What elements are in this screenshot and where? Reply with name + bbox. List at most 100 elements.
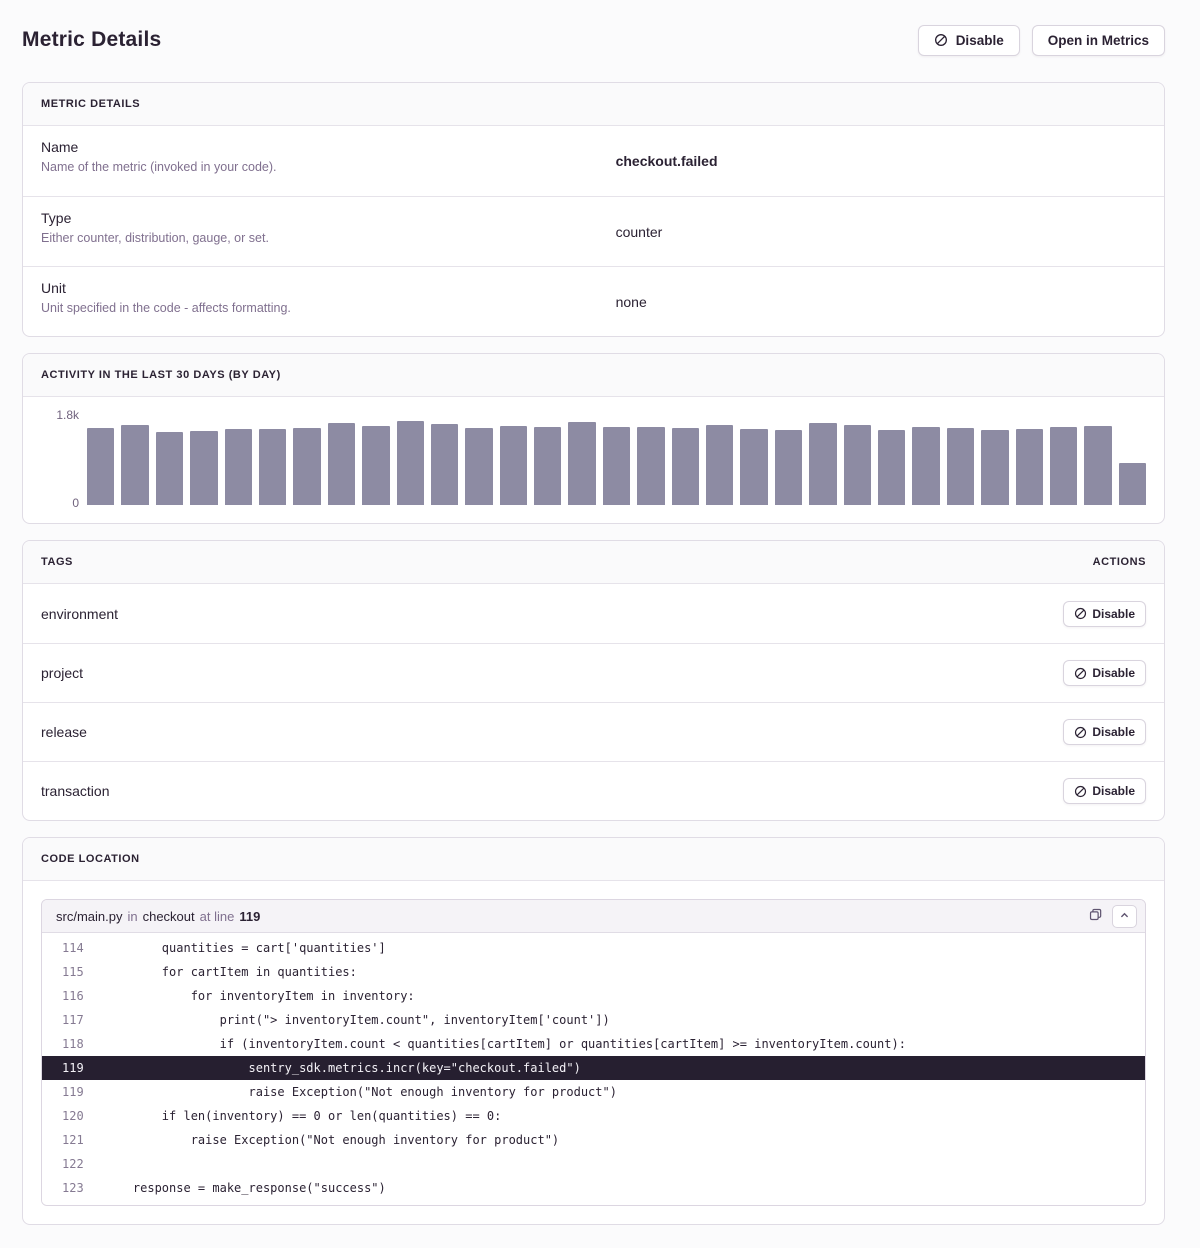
code-lines: 114 quantities = cart['quantities'] 115 f… — [42, 933, 1145, 1205]
chart-bar — [877, 430, 906, 505]
activity-panel: ACTIVITY IN THE LAST 30 DAYS (BY DAY) 1.… — [22, 353, 1165, 524]
detail-value: counter — [615, 223, 663, 240]
line-number: 123 — [62, 1181, 84, 1195]
chart-bar — [774, 430, 803, 505]
disable-icon — [934, 33, 948, 47]
code-snippet-header: src/main.py in checkout at line 119 — [42, 900, 1145, 933]
chart-bar — [155, 432, 184, 505]
chart-bar — [190, 430, 218, 505]
chart-bar — [843, 425, 871, 505]
line-number: 119 — [62, 1085, 84, 1099]
disable-tag-label: Disable — [1092, 606, 1135, 621]
chart-bar — [568, 422, 596, 505]
line-number: 117 — [62, 1013, 84, 1027]
code-line: 118 if (inventoryItem.count < quantities… — [42, 1032, 1145, 1056]
chart-bar — [87, 428, 115, 505]
activity-panel-header: ACTIVITY IN THE LAST 30 DAYS (BY DAY) — [23, 354, 1164, 397]
code-text: response = make_response("success") — [104, 1181, 386, 1195]
page-header: Metric Details Disable Open in Metrics — [22, 24, 1165, 56]
chart-bar — [293, 428, 321, 505]
detail-value: none — [615, 293, 647, 310]
code-line: 120 if len(inventory) == 0 or len(quanti… — [42, 1104, 1145, 1128]
disable-metric-button[interactable]: Disable — [917, 24, 1020, 56]
line-number: 114 — [62, 941, 84, 955]
code-snippet-title: src/main.py in checkout at line 119 — [56, 909, 260, 924]
tag-rows: environment Disable project Disable release D… — [23, 584, 1164, 820]
code-line: 114 quantities = cart['quantities'] — [42, 936, 1145, 960]
code-line: 123 response = make_response("success") — [42, 1176, 1145, 1200]
code-line: 121 raise Exception("Not enough inventor… — [42, 1128, 1145, 1152]
disable-button-label: Disable — [955, 32, 1004, 48]
chart-bar — [1015, 429, 1043, 505]
line-number: 122 — [62, 1157, 84, 1171]
chart-bar — [465, 428, 493, 505]
metric-details-panel: METRIC DETAILS Name Name of the metric (i… — [22, 82, 1165, 337]
code-line: 115 for cartItem in quantities: — [42, 960, 1145, 984]
code-location-panel: CODE LOCATION src/main.py in checkout at… — [22, 837, 1165, 1225]
disable-icon — [1074, 607, 1087, 620]
disable-icon — [1074, 785, 1087, 798]
disable-tag-button-project[interactable]: Disable — [1063, 660, 1146, 686]
code-text: print("> inventoryItem.count", inventory… — [104, 1013, 610, 1027]
header-actions: Disable Open in Metrics — [917, 24, 1165, 56]
detail-row-unit: Unit Unit specified in the code - affects… — [23, 266, 1164, 336]
tag-row-project: project Disable — [23, 643, 1164, 702]
disable-tag-label: Disable — [1092, 666, 1135, 680]
code-line: 119 raise Exception("Not enough inventor… — [42, 1080, 1145, 1104]
disable-tag-label: Disable — [1092, 784, 1135, 798]
chart-bar — [946, 428, 975, 505]
disable-icon — [1074, 726, 1087, 739]
tag-name: transaction — [41, 783, 110, 799]
code-text: raise Exception("Not enough inventory fo… — [104, 1133, 560, 1147]
chart-bar — [706, 425, 734, 505]
code-location-panel-header: CODE LOCATION — [23, 838, 1164, 881]
code-at-line-word: at line — [199, 908, 235, 924]
code-line: 116 for inventoryItem in inventory: — [42, 984, 1145, 1008]
line-number: 118 — [62, 1037, 84, 1051]
code-text: quantities = cart['quantities'] — [104, 941, 386, 955]
code-snippet-actions — [1086, 904, 1137, 928]
code-in-word: in — [127, 908, 138, 924]
chart-bar — [224, 429, 252, 505]
chart-bar — [671, 428, 700, 505]
chart-bar — [981, 430, 1009, 505]
code-text: raise Exception("Not enough inventory fo… — [104, 1085, 617, 1099]
code-line-number: 119 — [239, 908, 261, 924]
page-title: Metric Details — [22, 28, 162, 51]
y-axis-min-label: 0 — [72, 496, 79, 510]
line-number: 119 — [62, 1061, 84, 1075]
activity-bar-chart: 1.8k 0 — [23, 397, 1164, 523]
open-in-metrics-button[interactable]: Open in Metrics — [1031, 24, 1165, 56]
chart-bar — [327, 423, 356, 505]
disable-tag-button-environment[interactable]: Disable — [1063, 600, 1146, 627]
copy-code-button[interactable] — [1086, 905, 1105, 927]
tags-header-label: TAGS — [41, 556, 73, 568]
tag-name: release — [41, 724, 87, 740]
detail-label: Unit — [41, 280, 66, 296]
chart-bar — [362, 426, 390, 505]
detail-row-name: Name Name of the metric (invoked in your … — [23, 126, 1164, 196]
tag-name: environment — [41, 605, 119, 622]
chart-bar — [121, 425, 149, 505]
line-number: 115 — [62, 965, 84, 979]
disable-tag-button-transaction[interactable]: Disable — [1063, 778, 1146, 804]
code-line: 117 print("> inventoryItem.count", inven… — [42, 1008, 1145, 1032]
tag-row-transaction: transaction Disable — [23, 761, 1164, 820]
chart-bar — [1084, 426, 1112, 505]
line-number: 121 — [62, 1133, 84, 1147]
detail-row-left: Name Name of the metric (invoked in your … — [41, 139, 616, 183]
detail-row-left: Type Either counter, distribution, gauge,… — [41, 210, 616, 253]
metric-details-rows: Name Name of the metric (invoked in your … — [23, 126, 1164, 336]
chart-bar — [912, 427, 940, 505]
code-snippet-box: src/main.py in checkout at line 119 — [41, 899, 1146, 1206]
tag-row-release: release Disable — [23, 702, 1164, 761]
collapse-code-button[interactable] — [1112, 904, 1137, 928]
code-text: if (inventoryItem.count < quantities[car… — [104, 1037, 906, 1051]
chart-bar — [258, 429, 287, 505]
detail-description: Unit specified in the code - affects for… — [41, 301, 291, 315]
code-file-path: src/main.py — [56, 908, 123, 924]
open-in-metrics-label: Open in Metrics — [1047, 32, 1149, 48]
detail-row-left: Unit Unit specified in the code - affects… — [41, 280, 616, 323]
disable-tag-button-release[interactable]: Disable — [1063, 719, 1146, 745]
